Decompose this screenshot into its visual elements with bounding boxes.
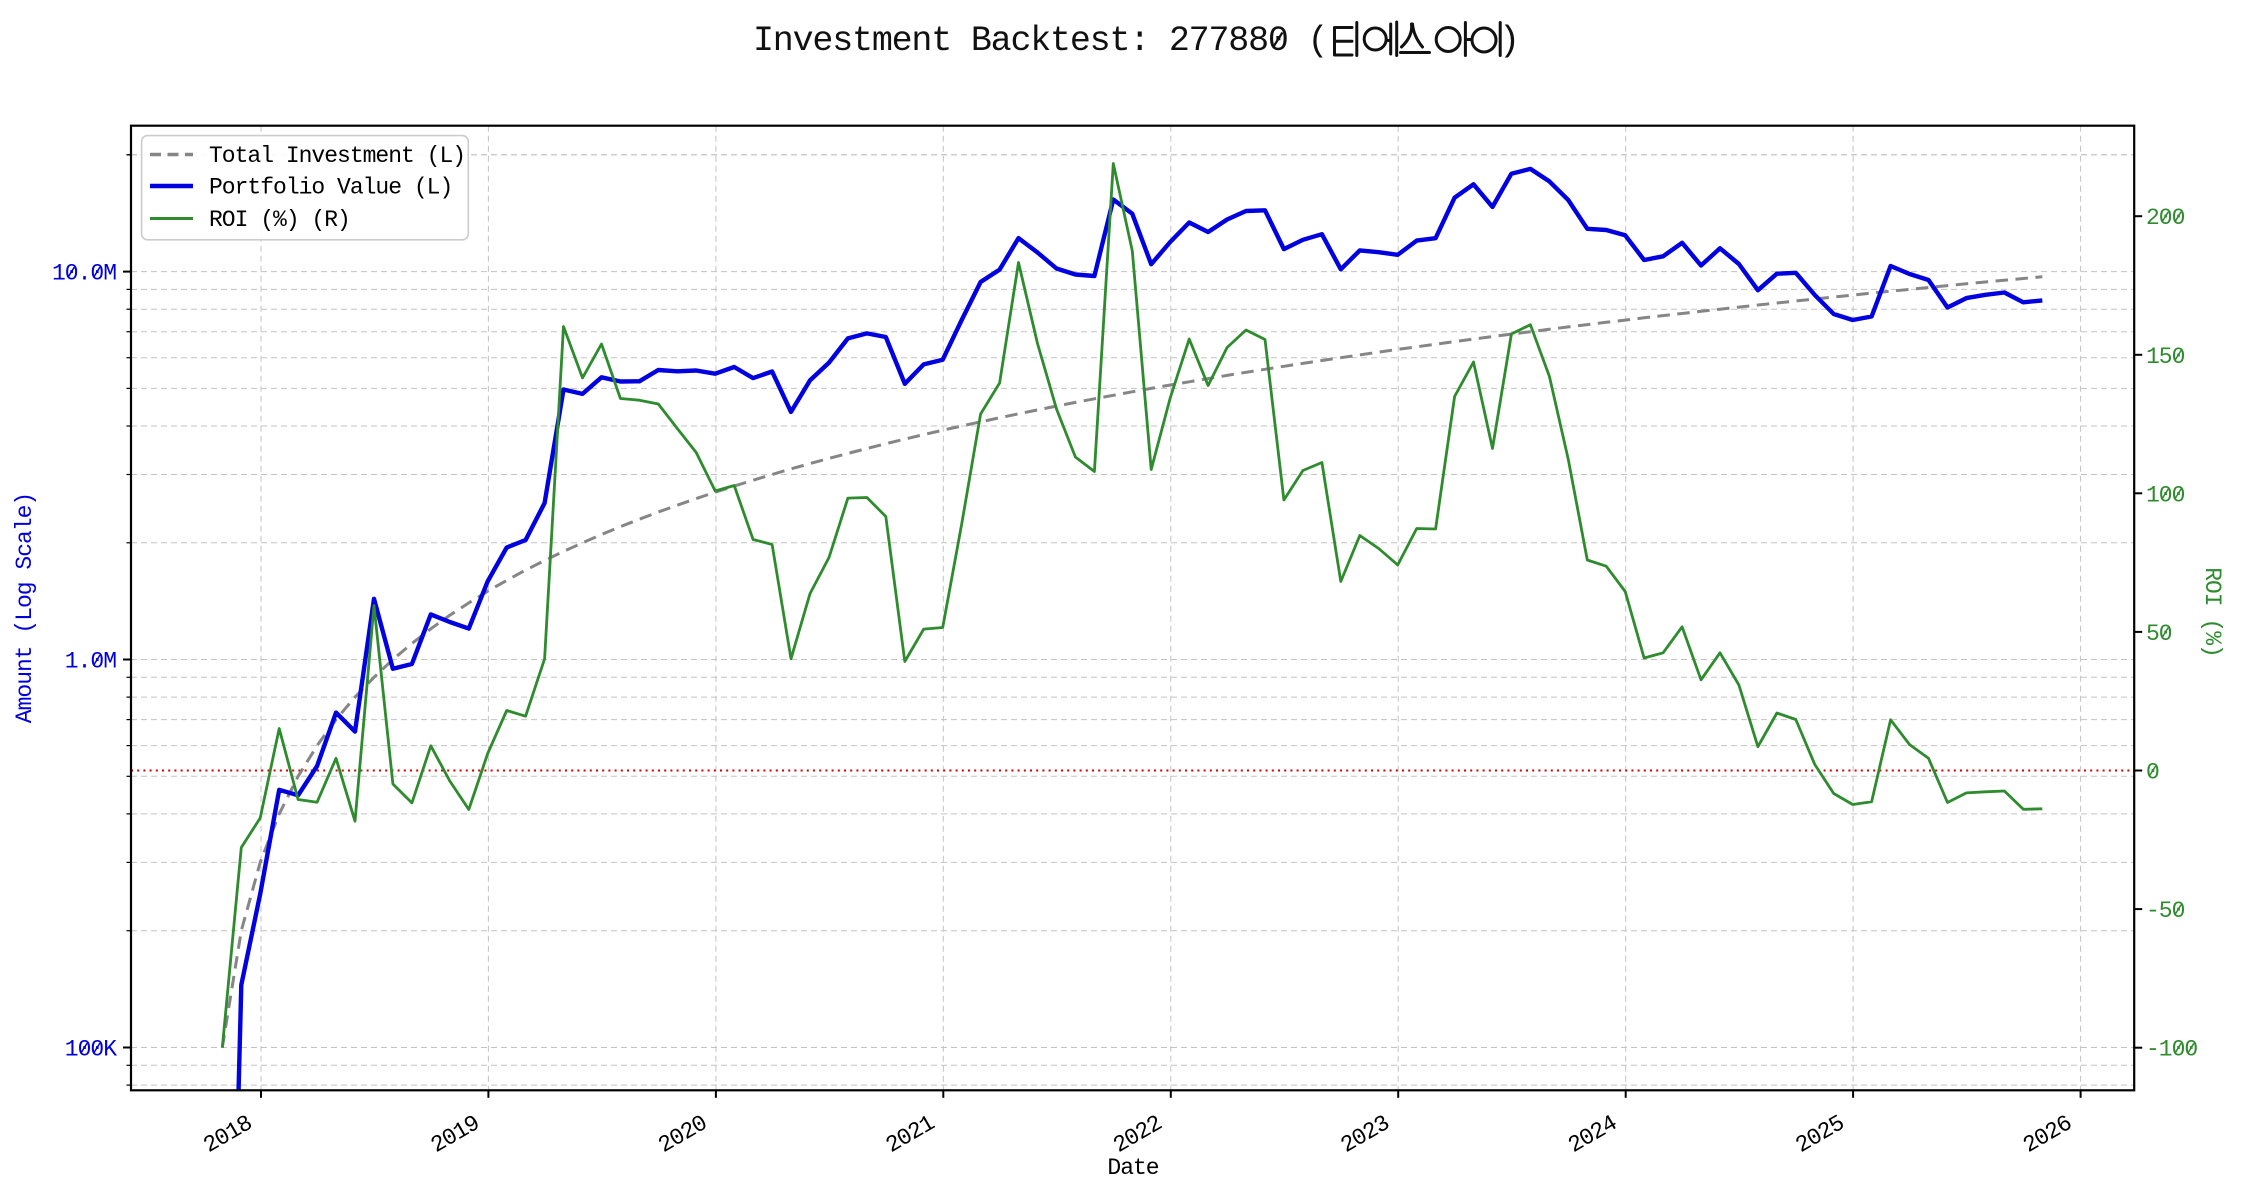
svg-text:-50: -50 [2146,898,2185,924]
svg-text:100K: 100K [65,1037,117,1063]
svg-text:150: 150 [2146,344,2185,370]
svg-text:10.0M: 10.0M [52,261,116,287]
svg-text:Portfolio Value (L): Portfolio Value (L) [209,175,452,201]
svg-text:): ) [1499,21,1519,61]
svg-text:50: 50 [2146,621,2172,647]
svg-text:Total Investment (L): Total Investment (L) [209,143,465,169]
svg-text:100: 100 [2146,482,2185,508]
svg-text:Amount (Log Scale): Amount (Log Scale) [12,493,38,723]
svg-text:0: 0 [2146,760,2159,786]
svg-text:1.0M: 1.0M [65,649,116,675]
svg-text:ROI (%) (R): ROI (%) (R) [209,207,350,233]
svg-text:ROI (%): ROI (%) [2199,567,2225,657]
svg-text:200: 200 [2146,205,2185,231]
svg-text:Investment Backtest: 277880 (: Investment Backtest: 277880 ( [753,21,1327,61]
svg-text:Date: Date [1107,1155,1158,1181]
